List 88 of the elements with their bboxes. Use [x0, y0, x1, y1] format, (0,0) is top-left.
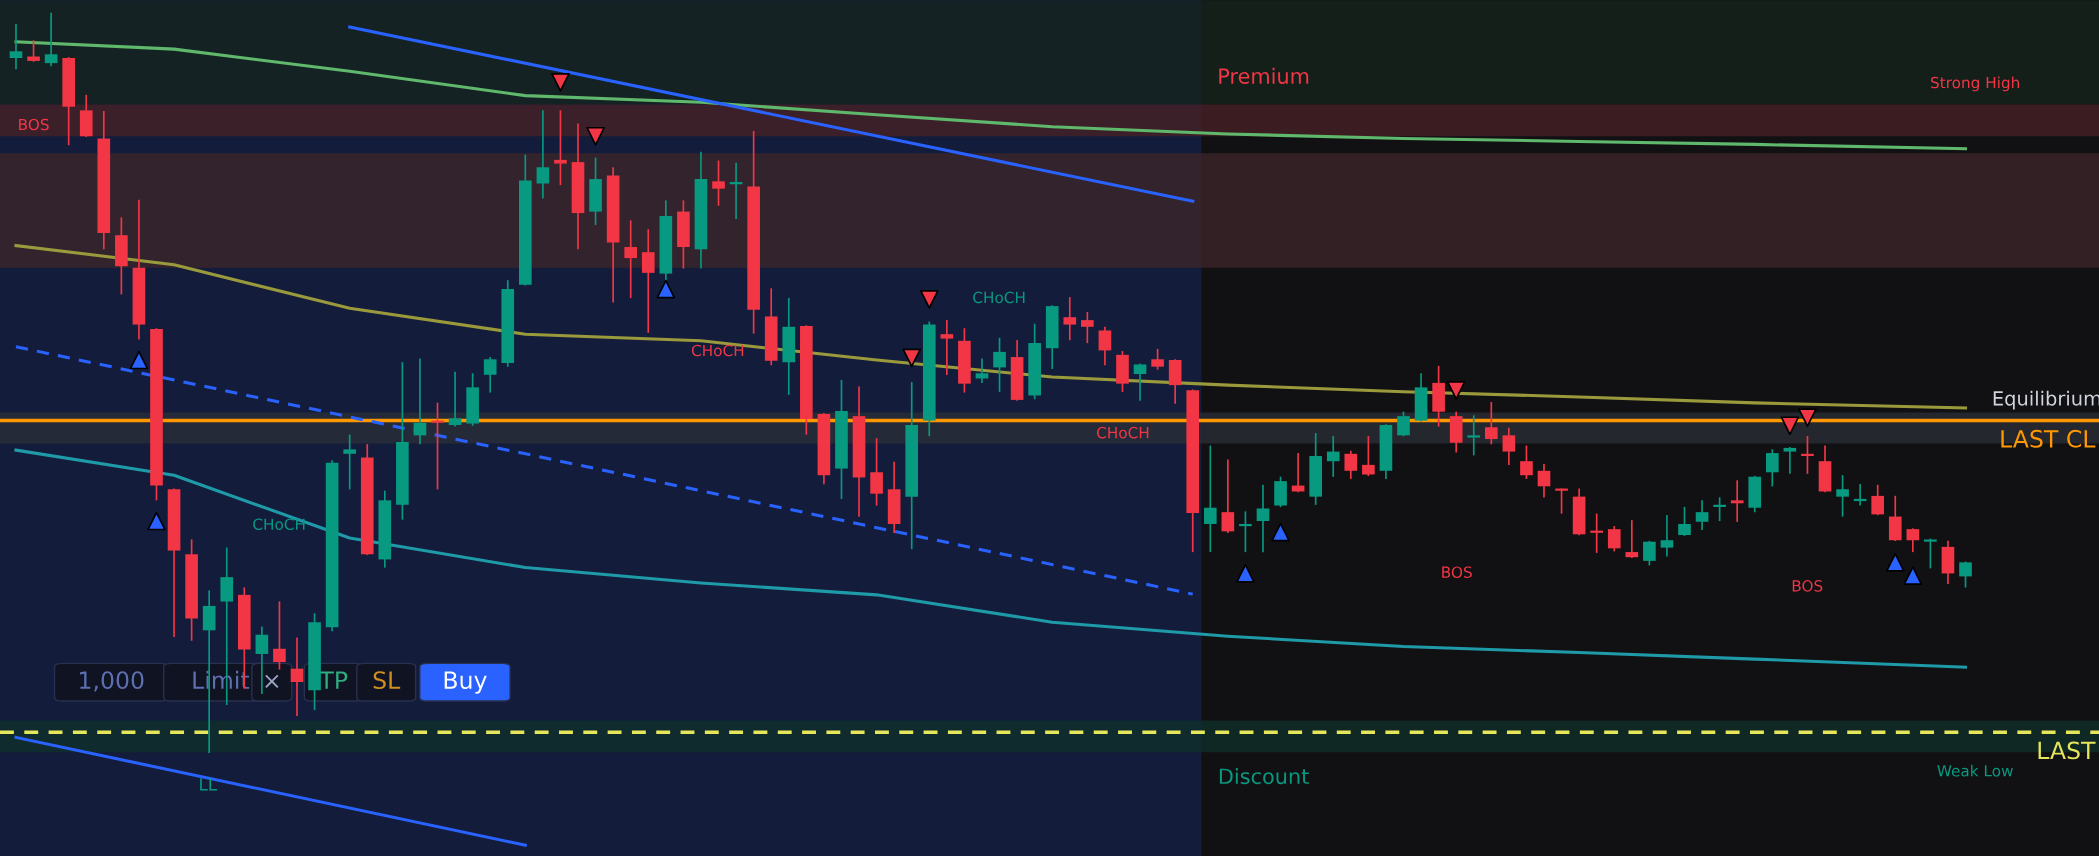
- candlestick: [1924, 538, 1937, 569]
- candlestick: [1766, 449, 1779, 487]
- point: [1885, 553, 1905, 572]
- candlestick: [1362, 435, 1375, 477]
- annotation: CHoCH: [691, 344, 744, 357]
- candlestick: [993, 337, 1006, 392]
- candlestick: [413, 358, 427, 445]
- candlestick: [1467, 415, 1481, 456]
- candlestick: [1520, 445, 1533, 480]
- annotation: SL: [373, 671, 401, 690]
- annotation: CHoCH: [253, 518, 305, 531]
- candlestick: [1625, 520, 1639, 559]
- annotation: 1,000: [80, 671, 144, 692]
- candlestick: [1906, 528, 1920, 553]
- annotation: ×: [265, 674, 279, 689]
- candlestick: [1221, 459, 1235, 533]
- point: [551, 73, 570, 92]
- candlestick: [1590, 513, 1604, 553]
- candlestick: [1098, 326, 1112, 366]
- point: [1236, 564, 1255, 583]
- ref-line-label: LAST: [2038, 741, 2096, 760]
- candlestick: [1537, 464, 1551, 498]
- candlestick: [1063, 297, 1077, 341]
- candlestick: [1397, 411, 1410, 437]
- candlestick: [1081, 311, 1094, 344]
- annotation: Buy: [444, 671, 487, 694]
- candlestick: [1959, 561, 1972, 588]
- candlestick: [1256, 484, 1270, 553]
- candlestick: [1326, 435, 1340, 477]
- annotation: CHoCH: [973, 291, 1025, 304]
- point: [1903, 566, 1923, 586]
- candlestick: [483, 356, 497, 393]
- text: LL: [200, 778, 217, 791]
- candlestick: [1678, 506, 1691, 536]
- point: [1798, 408, 1817, 427]
- candlestick: [712, 160, 725, 206]
- point: [586, 126, 605, 146]
- annotation: Strong High: [1931, 76, 2020, 92]
- annotation: BOS: [1442, 566, 1472, 578]
- candlestick: [554, 110, 567, 186]
- annotation: BOS: [19, 118, 49, 131]
- candlestick: [1643, 540, 1656, 566]
- candlestick: [1660, 515, 1674, 557]
- candlestick: [9, 23, 23, 70]
- text: Discount: [1219, 768, 1309, 785]
- candlestick: [641, 229, 655, 333]
- candlestick: [1484, 402, 1498, 445]
- candlestick: [1713, 497, 1726, 522]
- point: [902, 348, 922, 368]
- ref-line-label: LAST CL: [2001, 429, 2096, 448]
- candlestick: [1783, 447, 1797, 474]
- candlestick: [1239, 511, 1252, 553]
- point: [129, 350, 149, 370]
- candlestick: [1888, 495, 1902, 542]
- candlestick: [44, 12, 58, 67]
- annotation: CHoCH: [1096, 426, 1149, 439]
- candlestick: [343, 434, 357, 490]
- point: [919, 290, 939, 309]
- candlestick: [431, 402, 444, 490]
- candlestick: [1344, 450, 1358, 480]
- candlestick: [1695, 500, 1709, 530]
- candlestick: [536, 110, 550, 199]
- point: [1446, 380, 1466, 400]
- candlestick: [273, 601, 286, 670]
- text: Weak Low: [1937, 764, 2013, 777]
- candlestick: [290, 637, 304, 717]
- candlestick: [1502, 427, 1516, 465]
- candlestick: [624, 220, 638, 299]
- candlestick: [1203, 445, 1217, 553]
- candlestick: [1730, 480, 1744, 522]
- point: [1271, 522, 1290, 542]
- annotation: Premium: [1219, 67, 1309, 84]
- point: [1780, 416, 1800, 436]
- candlestick: [1555, 488, 1568, 514]
- candlestick: [1607, 526, 1621, 552]
- candlestick: [1871, 484, 1885, 516]
- candlestick: [870, 438, 883, 506]
- candlestick: [1133, 363, 1147, 401]
- candlestick: [1836, 475, 1849, 517]
- candlestick: [975, 358, 989, 384]
- candlestick: [940, 320, 954, 375]
- point: [147, 511, 166, 531]
- candlestick: [448, 371, 462, 427]
- candlestick: [1801, 435, 1814, 474]
- candlestick: [27, 40, 40, 62]
- candlestick: [1151, 348, 1164, 370]
- annotation: BOS: [1792, 580, 1823, 592]
- point: [656, 279, 676, 299]
